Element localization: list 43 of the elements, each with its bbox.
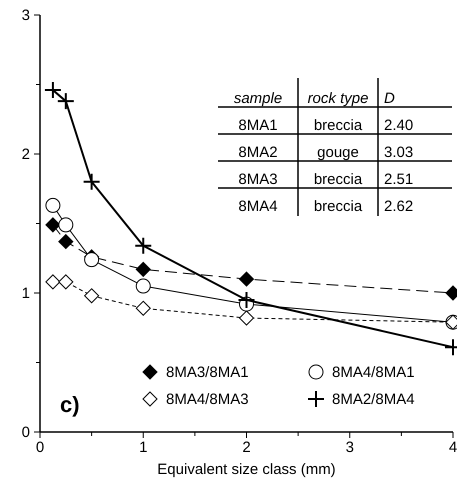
- point: [58, 234, 74, 250]
- annotation: breccia: [314, 117, 363, 134]
- annotation: 8MA2: [238, 144, 278, 161]
- x-tick-label: 0: [36, 439, 44, 456]
- x-tick-label: 3: [346, 439, 354, 456]
- x-tick-label: 1: [139, 439, 148, 456]
- point: [136, 278, 151, 294]
- point: [238, 290, 256, 309]
- y-tick-label: 2: [22, 146, 30, 163]
- annotation: breccia: [314, 198, 363, 215]
- annotation: c): [60, 392, 80, 417]
- annotation: sample: [234, 90, 282, 107]
- annotation: 2.40: [384, 117, 414, 134]
- annotation: D: [384, 90, 395, 107]
- y-tick-label: 0: [22, 424, 30, 441]
- y-tick-label: 3: [22, 7, 30, 24]
- point: [82, 172, 101, 191]
- annotation: breccia: [314, 171, 363, 188]
- annotation: 8MA3: [238, 171, 278, 188]
- legend-label: 8MA4/8MA3: [166, 391, 249, 408]
- point: [136, 262, 151, 277]
- y-tick-label: 1: [22, 285, 30, 302]
- x-tick-label: 2: [242, 439, 251, 456]
- point: [134, 236, 152, 255]
- x-tick-label: 4: [448, 439, 457, 456]
- legend-label: 8MA4/8MA1: [332, 364, 415, 381]
- annotation: 3.03: [384, 144, 414, 161]
- legend-label: 8MA3/8MA1: [166, 364, 249, 381]
- point: [84, 252, 100, 268]
- legend-label: 8MA2/8MA4: [332, 391, 415, 408]
- point: [239, 272, 254, 287]
- point: [56, 92, 75, 110]
- annotation: 8MA4: [238, 198, 278, 215]
- annotation: 8MA1: [238, 117, 278, 134]
- annotation: 2.62: [384, 198, 414, 215]
- x-axis-title: Equivalent size class (mm): [157, 461, 336, 478]
- point: [45, 217, 60, 232]
- point: [58, 217, 74, 232]
- point: [136, 300, 151, 316]
- annotation: 2.51: [384, 171, 414, 188]
- annotation: rock type: [308, 90, 368, 107]
- point: [44, 81, 62, 100]
- annotation: gouge: [317, 144, 359, 161]
